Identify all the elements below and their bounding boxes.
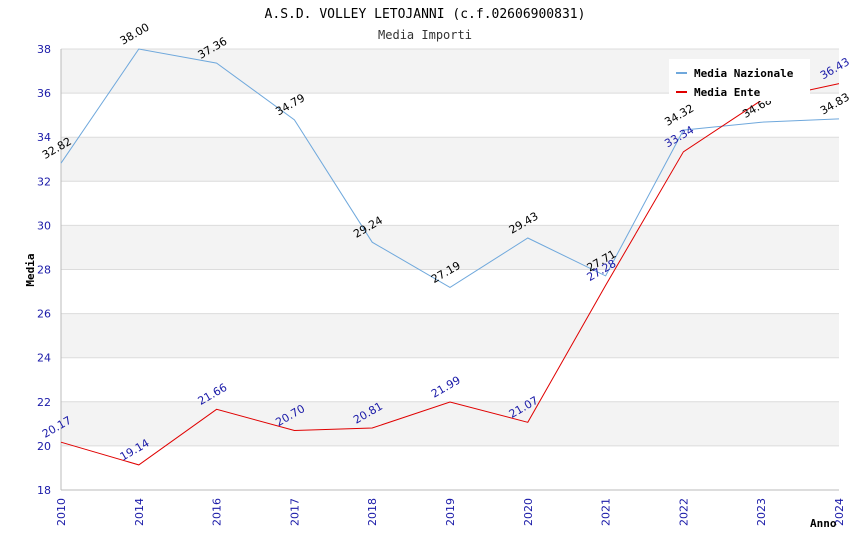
plot-band (61, 357, 839, 402)
plot-band (61, 313, 839, 358)
y-tick-label: 34 (37, 131, 51, 144)
series-line-0 (60, 48, 840, 288)
legend: Media Nazionale Media Ente (669, 59, 810, 101)
y-tick-label: 30 (37, 219, 51, 232)
plot-band (61, 225, 839, 270)
plot-band (61, 269, 839, 314)
y-tick-label: 26 (37, 308, 51, 321)
series-lines (60, 48, 840, 466)
y-tick-label: 24 (37, 352, 51, 365)
legend-entry: Media Ente (694, 86, 761, 99)
plot-band (61, 401, 839, 446)
data-label: 38.00 (118, 21, 152, 48)
legend-entry: Media Nazionale (694, 67, 794, 80)
chart-subtitle: Media Importi (378, 28, 472, 42)
y-tick-label: 28 (37, 264, 51, 277)
y-tick-label: 38 (37, 43, 51, 56)
legend-box (669, 59, 810, 101)
series-line-1 (60, 83, 840, 466)
x-tick-label: 2016 (211, 498, 224, 526)
y-tick-label: 18 (37, 484, 51, 497)
x-tick-label: 2018 (366, 498, 379, 526)
x-tick-label: 2022 (677, 498, 690, 526)
x-tick-label: 2010 (55, 498, 68, 526)
plot-band (61, 445, 839, 490)
x-axis-label: Anno (810, 517, 837, 530)
x-tick-label: 2021 (600, 498, 613, 526)
x-tick-label: 2017 (288, 498, 301, 526)
y-axis-ticks: 18 20 22 24 26 28 30 32 34 36 38 (37, 43, 51, 497)
x-tick-label: 2024 (833, 498, 846, 526)
plot-band (61, 137, 839, 182)
y-tick-label: 36 (37, 87, 51, 100)
y-tick-label: 22 (37, 396, 51, 409)
y-tick-label: 32 (37, 175, 51, 188)
x-tick-label: 2023 (755, 498, 768, 526)
x-axis-ticks: 2010 2014 2016 2017 2018 2019 2020 2021 2022 2023… (55, 498, 846, 526)
y-tick-label: 20 (37, 440, 51, 453)
chart-title: A.S.D. VOLLEY LETOJANNI (c.f.02606900831… (265, 7, 586, 22)
plot-band (61, 181, 839, 226)
x-tick-label: 2020 (522, 498, 535, 526)
y-axis-label: Media (24, 253, 37, 286)
plot-background (61, 49, 839, 490)
x-tick-label: 2014 (133, 498, 146, 526)
x-tick-label: 2019 (444, 498, 457, 526)
